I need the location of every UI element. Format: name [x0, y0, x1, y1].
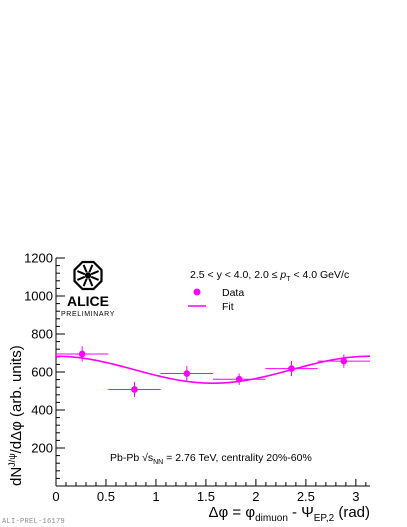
alice-logo-name: ALICE — [67, 293, 109, 309]
fit-curve-group — [55, 355, 371, 385]
kinematics-annotation: 2.5 < y < 4.0, 2.0 ≤ pT < 4.0 GeV/c — [190, 269, 349, 283]
x-tick-label: 2 — [252, 489, 259, 504]
y-tick-label: 1000 — [24, 289, 53, 304]
alice-logo-spoke — [76, 270, 86, 276]
watermark: ALI-PREL-16179 — [2, 518, 66, 526]
y-tick-label: 400 — [31, 403, 53, 418]
alice-logo-spoke — [90, 275, 100, 281]
x-tick-label: 1.5 — [197, 489, 215, 504]
y-axis-title: dNJ/ψ/dΔφ (arb. units) — [7, 345, 25, 486]
alice-logo-spoke — [82, 264, 88, 273]
y-tick-label: 200 — [31, 441, 53, 456]
legend: Data Fit — [188, 287, 244, 313]
alice-logo-spoke — [90, 270, 100, 276]
x-tick-label: 0.5 — [97, 489, 115, 504]
alice-logo-hub — [84, 272, 92, 279]
axis-tick-labels: 0 0.5 1 1.5 2 2.5 3 200 400 600 800 1000 1200 — [24, 251, 359, 505]
axis-ticks — [55, 257, 367, 486]
data-point — [288, 365, 295, 372]
data-point — [78, 350, 86, 358]
data-points — [78, 350, 348, 393]
fit-curve — [55, 355, 371, 385]
alice-logo-spokes — [76, 264, 100, 287]
legend-fit-label: Fit — [222, 301, 234, 313]
y-tick-label: 1200 — [24, 251, 53, 266]
x-axis-title: Δφ = φdimuon - ΨEP,2 (rad) — [209, 504, 371, 524]
alice-logo-spoke — [82, 278, 88, 287]
y-tick-label: 600 — [31, 365, 53, 380]
legend-data-label: Data — [222, 287, 244, 299]
x-tick-label: 1 — [152, 489, 159, 504]
y-tick-label: 800 — [31, 327, 53, 342]
data-point — [340, 357, 348, 365]
alice-logo-spoke — [76, 275, 86, 281]
alice-logo-spoke — [88, 278, 94, 287]
alice-logo-subtitle: PRELIMINARY — [61, 311, 115, 318]
legend-data-marker — [193, 288, 201, 296]
data-point — [183, 370, 191, 377]
data-point — [131, 386, 138, 393]
alice-logo: ALICE PRELIMINARY — [61, 260, 115, 318]
x-tick-label: 2.5 — [297, 489, 315, 504]
x-tick-label: 0 — [52, 489, 59, 504]
x-tick-label: 3 — [352, 489, 359, 504]
system-annotation: Pb-Pb √sNN = 2.76 TeV, centrality 20%-60… — [110, 452, 312, 466]
data-point — [235, 375, 243, 383]
alice-logo-spoke — [88, 264, 94, 273]
error-bars — [56, 346, 371, 398]
